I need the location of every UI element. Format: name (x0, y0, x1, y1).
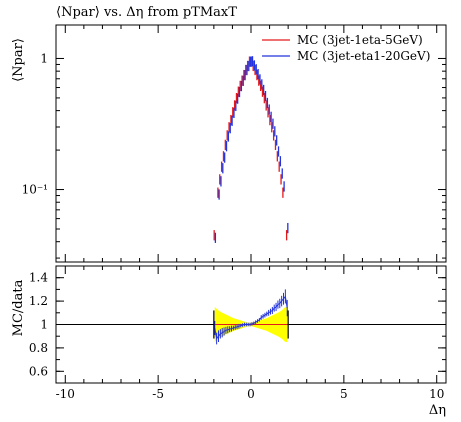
x-tick-label: 5 (340, 387, 348, 401)
legend-label: MC (3jet-1eta-5GeV) (297, 33, 423, 47)
x-axis-label: Δη (429, 403, 446, 418)
chart-title: ⟨Npar⟩ vs. Δη from pTMaxT (56, 5, 237, 20)
ratio-y-tick-label: 1 (40, 318, 48, 332)
ratio-series-line-2 (214, 295, 288, 340)
ratio-y-tick-label: 0.6 (29, 364, 48, 378)
main-y-tick-label: 10⁻¹ (22, 183, 48, 197)
x-tick-label: -10 (56, 387, 75, 401)
ratio-y-tick-label: 1.4 (29, 271, 48, 285)
main-plot-area: 1 10⁻¹ (22, 25, 446, 383)
main-y-axis-label: ⟨Npar⟩ (11, 38, 26, 82)
legend: MC (3jet-1eta-5GeV) MC (3jet-eta1-20GeV) (262, 33, 430, 63)
ratio-y-tick-label: 1.2 (29, 294, 48, 308)
ratio-plot-area: -10 -5 0 5 10 0.6 0.8 1 1.2 1.4 (29, 271, 446, 401)
legend-label: MC (3jet-eta1-20GeV) (297, 49, 430, 63)
ratio-y-tick-label: 0.8 (29, 341, 48, 355)
x-tick-label: 0 (247, 387, 255, 401)
main-y-tick-label: 1 (40, 51, 48, 65)
x-tick-label: -5 (152, 387, 164, 401)
x-tick-label: 10 (429, 387, 444, 401)
ratio-y-axis-label: MC/data (11, 279, 26, 336)
